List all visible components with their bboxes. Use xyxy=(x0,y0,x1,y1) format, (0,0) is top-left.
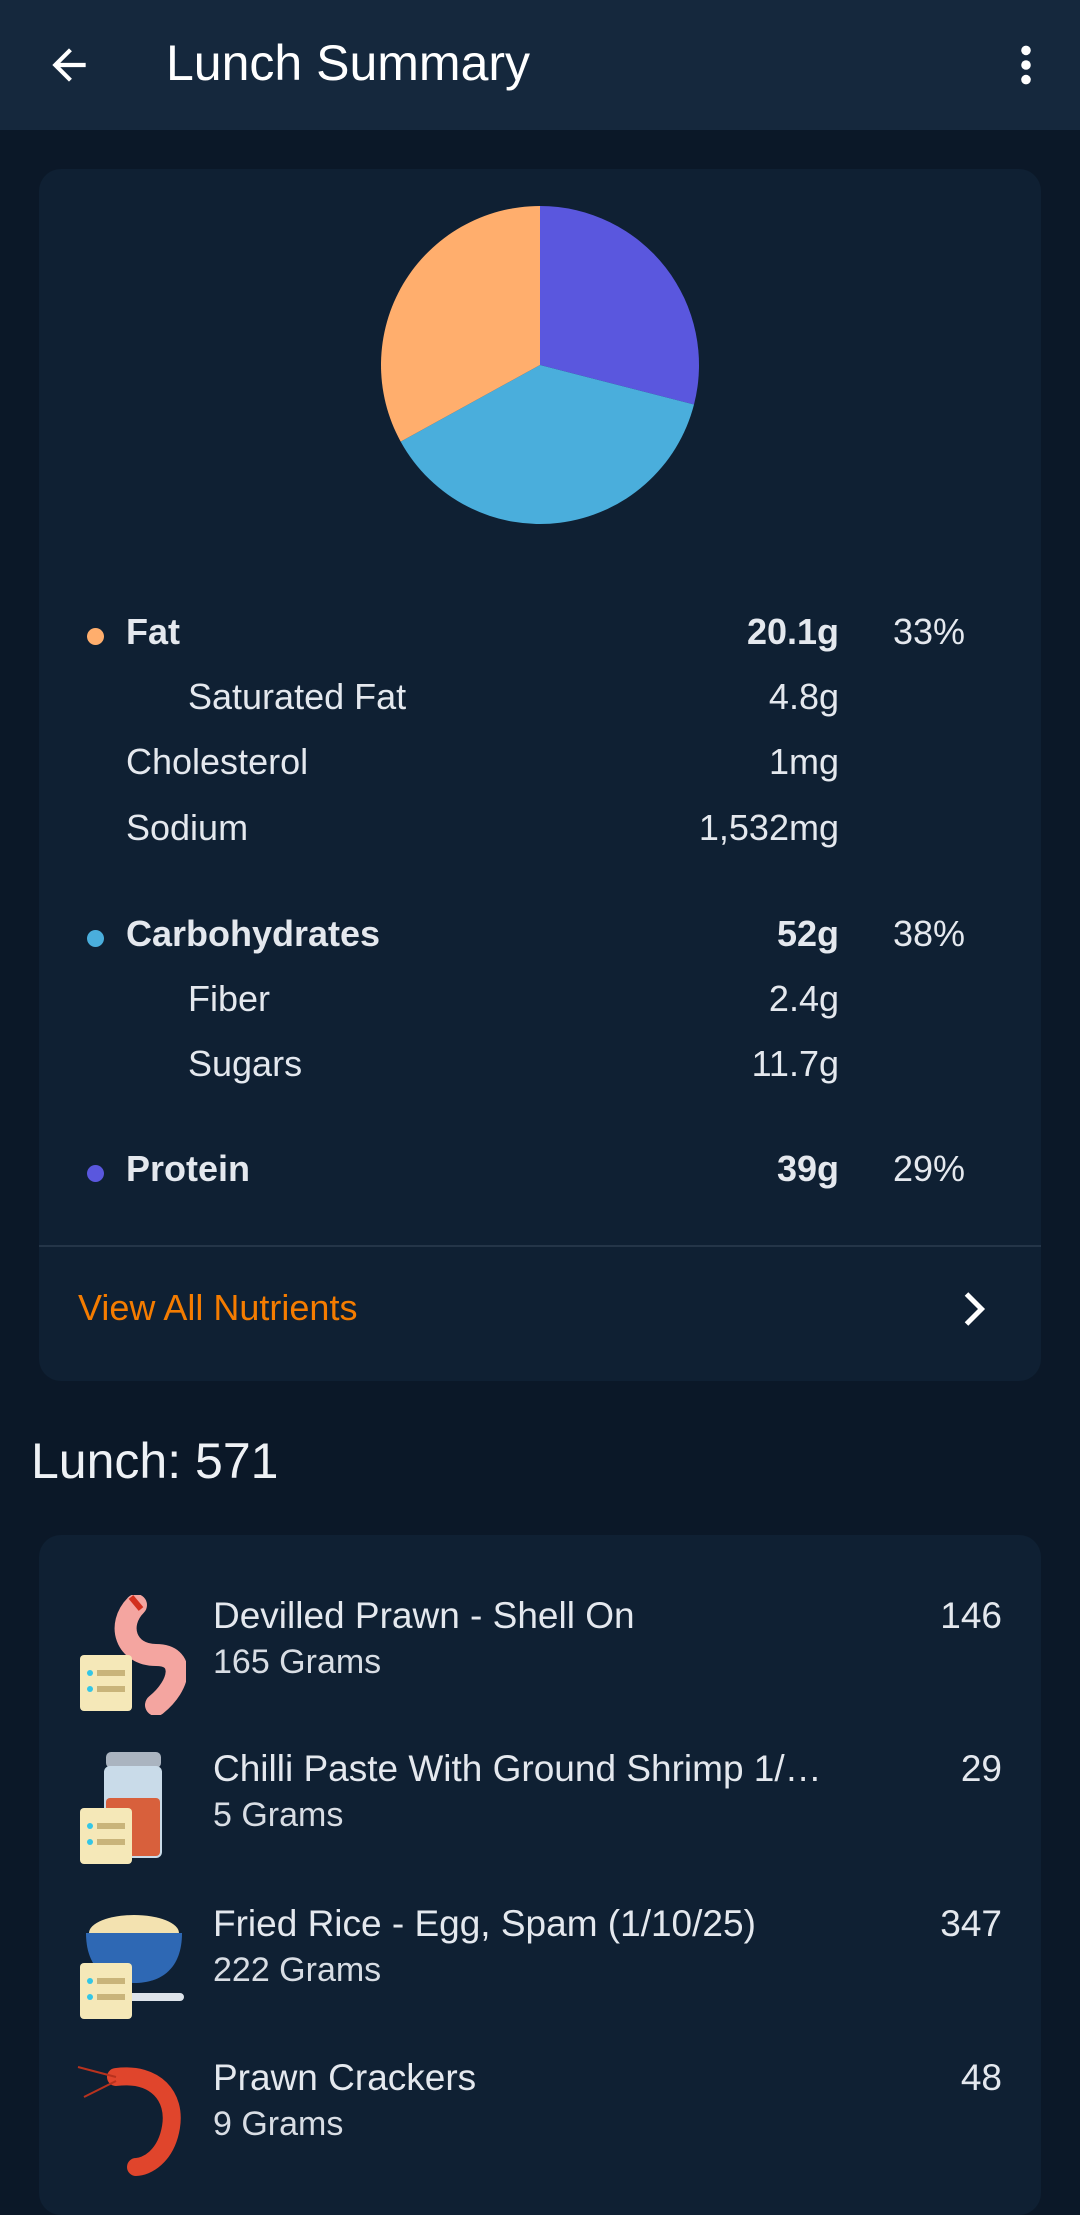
food-calories: 347 xyxy=(940,1903,1002,1944)
sugars-label: Sugars xyxy=(188,1043,303,1084)
cholesterol-row: Cholesterol 1mg xyxy=(39,741,1041,791)
saturated-fat-row: Saturated Fat 4.8g xyxy=(39,676,1041,726)
food-item[interactable]: Devilled Prawn - Shell On 165 Grams 146 xyxy=(39,1595,1041,1745)
pie-slice-protein xyxy=(540,206,699,405)
bowl-recipe-icon xyxy=(80,1915,184,2019)
divider xyxy=(39,1245,1041,1247)
view-all-nutrients-link[interactable]: View All Nutrients xyxy=(78,1287,358,1328)
food-grams: 165 Grams xyxy=(213,1643,382,1681)
pie-slice-carbohydrates xyxy=(400,365,695,524)
food-calories: 146 xyxy=(940,1595,1002,1636)
fat-row: Fat 20.1g 33% xyxy=(39,611,1041,661)
sugars-value: 11.7g xyxy=(751,1043,839,1084)
sodium-row: Sodium 1,532mg xyxy=(39,807,1041,857)
shrimp-icon xyxy=(77,2066,181,2176)
fat-dot xyxy=(87,628,104,645)
carbs-label: Carbohydrates xyxy=(126,913,381,954)
sodium-label: Sodium xyxy=(126,807,249,848)
cholesterol-value: 1mg xyxy=(768,741,839,782)
sodium-value: 1,532mg xyxy=(698,807,839,848)
fat-label: Fat xyxy=(126,611,180,652)
cholesterol-label: Cholesterol xyxy=(126,741,309,782)
food-name: Fried Rice - Egg, Spam (1/10/25) xyxy=(213,1903,756,1944)
food-item[interactable]: Fried Rice - Egg, Spam (1/10/25) 222 Gra… xyxy=(39,1903,1041,2053)
food-name: Chilli Paste With Ground Shrimp 1/… xyxy=(213,1748,822,1789)
chevron-right-icon[interactable] xyxy=(959,1289,989,1329)
nutrition-card: Fat 20.1g 33% Saturated Fat 4.8g Cholest… xyxy=(39,169,1041,1381)
protein-label: Protein xyxy=(126,1148,251,1189)
fat-value: 20.1g xyxy=(746,611,839,652)
fat-pct: 33% xyxy=(893,611,966,652)
protein-value: 39g xyxy=(776,1148,839,1189)
protein-row: Protein 39g 29% xyxy=(39,1148,1041,1198)
carbs-row: Carbohydrates 52g 38% xyxy=(39,913,1041,963)
food-grams: 9 Grams xyxy=(213,2105,344,2143)
app-bar: Lunch Summary xyxy=(0,0,1080,130)
food-calories: 29 xyxy=(960,1748,1002,1789)
macro-pie-chart xyxy=(381,206,699,524)
food-calories: 48 xyxy=(960,2057,1002,2098)
food-grams: 222 Grams xyxy=(213,1951,382,1989)
meal-title: Lunch: 571 xyxy=(31,1433,279,1489)
protein-pct: 29% xyxy=(893,1148,966,1189)
food-item[interactable]: Chilli Paste With Ground Shrimp 1/… 5 Gr… xyxy=(39,1748,1041,1898)
carbs-pct: 38% xyxy=(893,913,966,954)
pie-slice-fat xyxy=(381,206,540,442)
food-list-card: Devilled Prawn - Shell On 165 Grams 146 … xyxy=(39,1535,1041,2215)
page-title: Lunch Summary xyxy=(166,35,531,91)
protein-dot xyxy=(87,1165,104,1182)
arrow-back-icon[interactable] xyxy=(44,40,94,90)
fiber-label: Fiber xyxy=(188,978,271,1019)
fiber-row: Fiber 2.4g xyxy=(39,978,1041,1028)
prawn-recipe-icon xyxy=(80,1595,186,1715)
jar-recipe-icon xyxy=(80,1752,162,1864)
carbs-dot xyxy=(87,930,104,947)
food-item[interactable]: Prawn Crackers 9 Grams 48 xyxy=(39,2057,1041,2207)
more-vert-icon[interactable] xyxy=(1010,40,1042,90)
saturated-fat-label: Saturated Fat xyxy=(188,676,407,717)
carbs-value: 52g xyxy=(776,913,839,954)
sugars-row: Sugars 11.7g xyxy=(39,1043,1041,1093)
food-name: Prawn Crackers xyxy=(213,2057,477,2098)
fiber-value: 2.4g xyxy=(768,978,839,1019)
food-name: Devilled Prawn - Shell On xyxy=(213,1595,635,1636)
food-grams: 5 Grams xyxy=(213,1796,344,1834)
saturated-fat-value: 4.8g xyxy=(768,676,839,717)
